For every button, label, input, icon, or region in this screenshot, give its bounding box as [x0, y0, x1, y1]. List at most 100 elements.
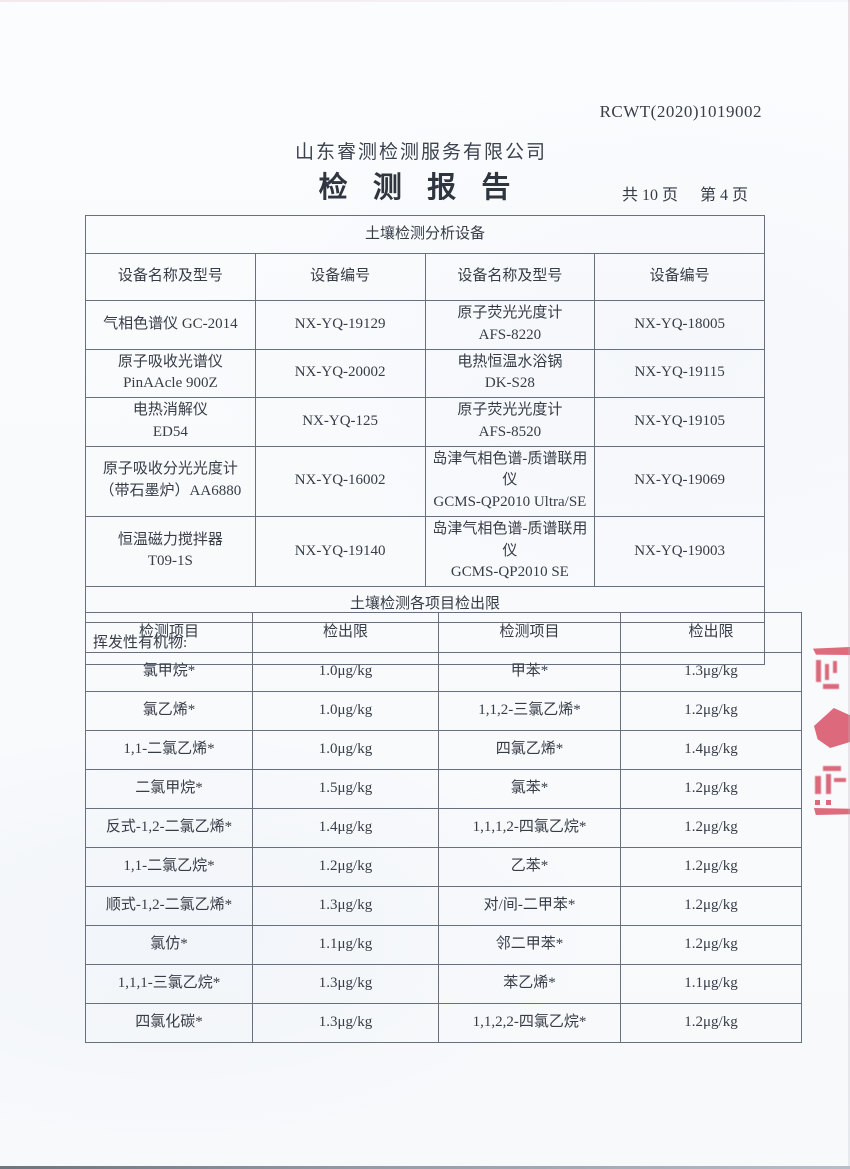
table-cell: 恒温磁力搅拌器 T09-1S [85, 515, 256, 588]
table-cell: 1.0μg/kg [252, 730, 439, 770]
table-cell: 1.4μg/kg [620, 730, 802, 770]
table-cell: 1.2μg/kg [620, 769, 802, 809]
column-header-equipment-no-1: 设备编号 [254, 253, 426, 301]
table-cell: 1.2μg/kg [620, 808, 802, 848]
table-cell: NX-YQ-18005 [594, 300, 765, 350]
equipment-table-header-row: 设备名称及型号 设备编号 设备名称及型号 设备编号 [85, 253, 765, 301]
table-cell: 氯乙烯* [85, 691, 253, 731]
report-number: RCWT(2020)1019002 [599, 102, 762, 121]
table-cell: 1.0μg/kg [252, 652, 439, 692]
table-row: 原子吸收分光光度计 （带石墨炉）AA6880 NX-YQ-16002 岛津气相色谱-质… [85, 445, 765, 517]
table-cell: 1.2μg/kg [620, 925, 802, 965]
table-cell: 1,1,1-三氯乙烷* [85, 964, 253, 1004]
table-cell: 原子吸收光谱仪 PinAAcle 900Z [85, 348, 256, 398]
limits-table-header-row: 检测项目 检出限 检测项目 检出限 [85, 612, 802, 653]
table-cell: 气相色谱仪 GC-2014 [85, 300, 256, 350]
total-pages-label: 共 10 页 [622, 187, 679, 204]
stamp-fragment-bar-bottom [814, 808, 850, 815]
table-cell: 原子吸收分光光度计 （带石墨炉）AA6880 [85, 445, 256, 517]
detection-limits-table: 检测项目 检出限 检测项目 检出限 氯甲烷* 1.0μg/kg 甲苯* 1.3μg/k… [85, 612, 802, 1043]
current-page-label: 第 4 页 [700, 187, 749, 204]
table-cell: 电热恒温水浴锅 DK-S28 [424, 348, 596, 398]
table-cell: 顺式-1,2-二氯乙烯* [85, 886, 253, 926]
table-cell: 1.3μg/kg [620, 652, 802, 692]
table-cell: 四氯化碳* [85, 1003, 253, 1043]
column-header-equipment-name-2: 设备名称及型号 [424, 253, 596, 301]
table-row: 恒温磁力搅拌器 T09-1S NX-YQ-19140 岛津气相色谱-质谱联用仪 GCMS… [85, 515, 765, 588]
equipment-table: 土壤检测分析设备 设备名称及型号 设备编号 设备名称及型号 设备编号 气相色谱仪… [85, 215, 765, 665]
table-cell: NX-YQ-16002 [254, 445, 426, 517]
table-cell: 反式-1,2-二氯乙烯* [85, 808, 253, 848]
table-cell: 1.2μg/kg [620, 691, 802, 731]
table-cell: 电热消解仪 ED54 [85, 397, 256, 447]
table-cell: 苯乙烯* [438, 964, 621, 1004]
table-cell: 1.0μg/kg [252, 691, 439, 731]
table-cell: 1.2μg/kg [620, 886, 802, 926]
table-cell: 氯甲烷* [85, 652, 253, 692]
table-row: 气相色谱仪 GC-2014 NX-YQ-19129 原子荧光光度计 AFS-8220 N… [85, 300, 765, 350]
table-cell: 原子荧光光度计 AFS-8520 [424, 397, 596, 447]
stamp-fragment-glyph-top [814, 658, 850, 692]
table-row: 1,1-二氯乙烯* 1.0μg/kg 四氯乙烯* 1.4μg/kg [85, 730, 802, 770]
table-cell: 1,1-二氯乙烯* [85, 730, 253, 770]
table-row: 氯乙烯* 1.0μg/kg 1,1,2-三氯乙烯* 1.2μg/kg [85, 691, 802, 731]
table-row: 氯甲烷* 1.0μg/kg 甲苯* 1.3μg/kg [85, 652, 802, 692]
table-cell: 乙苯* [438, 847, 621, 887]
stamp-fragment-star [814, 708, 850, 748]
table-cell: 氯苯* [438, 769, 621, 809]
table-cell: 1,1-二氯乙烷* [85, 847, 253, 887]
table-cell: 1.1μg/kg [252, 925, 439, 965]
table-cell: 1,1,2,2-四氯乙烷* [438, 1003, 621, 1043]
stamp-fragment-bar-top [813, 647, 850, 655]
table-row: 1,1-二氯乙烷* 1.2μg/kg 乙苯* 1.2μg/kg [85, 847, 802, 887]
table-cell: 原子荧光光度计 AFS-8220 [424, 300, 596, 350]
table-cell: 1.3μg/kg [252, 964, 439, 1004]
column-header-test-item-2: 检测项目 [438, 612, 621, 653]
table-row: 四氯化碳* 1.3μg/kg 1,1,2,2-四氯乙烷* 1.2μg/kg [85, 1003, 802, 1043]
column-header-detection-limit-1: 检出限 [252, 612, 439, 653]
table-cell: NX-YQ-19003 [594, 515, 765, 588]
table-cell: NX-YQ-19069 [594, 445, 765, 517]
column-header-test-item-1: 检测项目 [85, 612, 253, 653]
table-cell: 1.2μg/kg [252, 847, 439, 887]
table-cell: 岛津气相色谱-质谱联用仪 GCMS-QP2010 Ultra/SE [424, 445, 596, 517]
table-cell: NX-YQ-19140 [254, 515, 426, 588]
table-row: 氯仿* 1.1μg/kg 邻二甲苯* 1.2μg/kg [85, 925, 802, 965]
table-cell: 1.2μg/kg [620, 1003, 802, 1043]
scan-edge-right [848, 0, 850, 1169]
table-cell: NX-YQ-19129 [254, 300, 426, 350]
column-header-equipment-name-1: 设备名称及型号 [85, 253, 256, 301]
scan-edge-bottom [0, 1166, 850, 1169]
table-cell: 1,1,1,2-四氯乙烷* [438, 808, 621, 848]
table-cell: NX-YQ-19115 [594, 348, 765, 398]
column-header-detection-limit-2: 检出限 [620, 612, 802, 653]
equipment-table-caption-row: 土壤检测分析设备 [85, 215, 765, 254]
table-cell: 四氯乙烯* [438, 730, 621, 770]
table-cell: 岛津气相色谱-质谱联用仪 GCMS-QP2010 SE [424, 515, 596, 588]
table-row: 二氯甲烷* 1.5μg/kg 氯苯* 1.2μg/kg [85, 769, 802, 809]
table-cell: 氯仿* [85, 925, 253, 965]
table-cell: 邻二甲苯* [438, 925, 621, 965]
table-cell: NX-YQ-125 [254, 397, 426, 447]
report-title: 检 测 报 告 [318, 172, 520, 204]
table-cell: 1.2μg/kg [620, 847, 802, 887]
table-cell: 甲苯* [438, 652, 621, 692]
stamp-fragment-dots [815, 800, 835, 805]
table-row: 顺式-1,2-二氯乙烯* 1.3μg/kg 对/间-二甲苯* 1.2μg/kg [85, 886, 802, 926]
column-header-equipment-no-2: 设备编号 [594, 253, 765, 301]
table-cell: 二氯甲烷* [85, 769, 253, 809]
table-cell: 1.3μg/kg [252, 886, 439, 926]
stamp-fragment-glyph-bottom [814, 762, 848, 796]
table-cell: 对/间-二甲苯* [438, 886, 621, 926]
company-name: 山东睿测检测服务有限公司 [294, 142, 548, 163]
table-cell: 1.3μg/kg [252, 1003, 439, 1043]
table-row: 1,1,1-三氯乙烷* 1.3μg/kg 苯乙烯* 1.1μg/kg [85, 964, 802, 1004]
table-cell: 1.1μg/kg [620, 964, 802, 1004]
equipment-table-caption: 土壤检测分析设备 [85, 215, 765, 254]
table-cell: 1.4μg/kg [252, 808, 439, 848]
table-cell: 1.5μg/kg [252, 769, 439, 809]
table-row: 原子吸收光谱仪 PinAAcle 900Z NX-YQ-20002 电热恒温水浴锅 DK… [85, 348, 765, 398]
table-row: 电热消解仪 ED54 NX-YQ-125 原子荧光光度计 AFS-8520 NX-YQ-1… [85, 397, 765, 447]
table-cell: NX-YQ-20002 [254, 348, 426, 398]
